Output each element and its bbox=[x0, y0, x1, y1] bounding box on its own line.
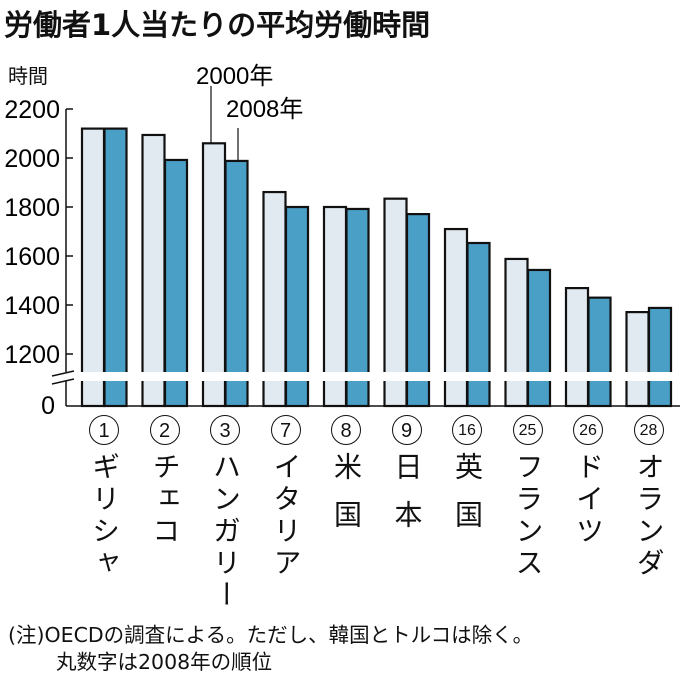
footnote-line-1: (注)OECDの調査による。ただし、韓国とトルコは除く。 bbox=[8, 623, 534, 647]
rank-badge: 16 bbox=[452, 415, 482, 445]
bar-2008 bbox=[526, 268, 552, 408]
y-axis-label: 時間 bbox=[8, 64, 48, 88]
category-label: ドイツ bbox=[572, 452, 605, 548]
category-label: イタリア bbox=[269, 452, 303, 580]
category-label: 米国 bbox=[330, 452, 363, 548]
category-label: 英国 bbox=[451, 452, 484, 548]
chart-title: 労働者1人当たりの平均労働時間 bbox=[4, 8, 431, 42]
legend-2000: 2000年 bbox=[196, 63, 273, 90]
y-tick-label-zero: 0 bbox=[41, 392, 55, 420]
legend-2008: 2008年 bbox=[226, 96, 303, 123]
category-label: オランダ bbox=[632, 452, 666, 580]
bar-2008 bbox=[103, 127, 128, 408]
rank-badge: 2 bbox=[149, 415, 180, 445]
axis-break-mark bbox=[51, 378, 75, 385]
bar-2008 bbox=[466, 241, 491, 408]
rank-badge: 28 bbox=[633, 415, 664, 445]
rank-badge: 3 bbox=[210, 415, 240, 445]
bar-2000 bbox=[504, 257, 529, 408]
category-label: ハンガリー bbox=[209, 452, 242, 612]
y-tick-label: 2200 bbox=[4, 96, 60, 124]
rank-badge: 7 bbox=[270, 415, 301, 445]
bar-2000 bbox=[80, 127, 106, 408]
axis-break-mark bbox=[51, 370, 75, 377]
y-tick-label: 2000 bbox=[4, 145, 60, 173]
footnote: (注)OECDの調査による。ただし、韓国とトルコは除く。 丸数字は2008年の順… bbox=[8, 622, 533, 676]
bar-2000 bbox=[141, 133, 166, 408]
y-tick-label: 1600 bbox=[4, 243, 60, 271]
rank-badge: 9 bbox=[391, 415, 422, 445]
bar-2008 bbox=[587, 296, 612, 408]
category-label: 日本 bbox=[390, 452, 424, 548]
y-tick-label: 1800 bbox=[4, 194, 60, 222]
rank-badge: 8 bbox=[331, 415, 361, 445]
rank-badge: 25 bbox=[512, 415, 543, 445]
rank-badge: 26 bbox=[573, 415, 603, 445]
bar-2008 bbox=[163, 158, 189, 408]
bar-2000 bbox=[564, 286, 590, 408]
axis-break-band bbox=[40, 372, 680, 381]
bar-2008 bbox=[224, 159, 249, 408]
category-label: ギリシャ bbox=[88, 452, 121, 580]
y-tick-label: 1400 bbox=[4, 292, 60, 320]
footnote-line-2: 丸数字は2008年の順位 bbox=[56, 650, 273, 674]
y-tick-label: 1200 bbox=[4, 341, 60, 369]
bar-2000 bbox=[625, 311, 650, 408]
rank-badge: 1 bbox=[89, 415, 119, 445]
bar-2000 bbox=[201, 142, 227, 408]
category-label: チェコ bbox=[148, 452, 182, 548]
bar-2008 bbox=[647, 306, 673, 408]
category-label: フランス bbox=[511, 452, 545, 580]
